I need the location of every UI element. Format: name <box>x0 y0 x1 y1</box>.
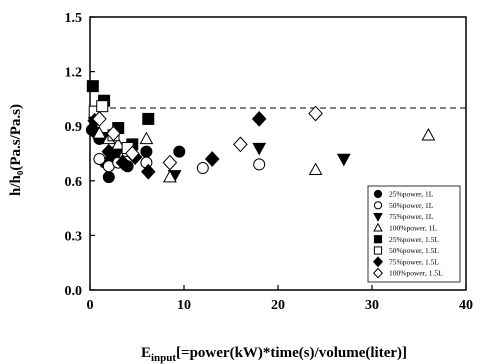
legend-label: 25%power, 1L <box>389 190 434 199</box>
series-7 <box>92 105 323 171</box>
legend-label: 50%power, 1L <box>389 201 434 210</box>
data-point <box>93 152 106 165</box>
legend-label: 50%power, 1.5L <box>389 246 439 255</box>
y-tick-label: 0.6 <box>65 175 83 190</box>
data-point <box>125 145 140 162</box>
data-point <box>96 100 109 113</box>
data-point <box>115 154 131 171</box>
data-point <box>142 112 155 125</box>
data-point <box>204 151 220 167</box>
data-point <box>162 154 178 171</box>
data-point <box>253 158 266 171</box>
y-axis-title: h/h₀(Pa.s/Pa.s) <box>8 104 24 196</box>
legend-marker <box>373 222 383 232</box>
legend-marker <box>373 235 383 244</box>
data-point <box>163 169 177 183</box>
data-point <box>106 125 121 142</box>
data-point <box>173 145 186 158</box>
data-point <box>86 80 99 93</box>
data-point <box>421 127 436 141</box>
y-tick-label: 1.2 <box>65 66 83 81</box>
x-tick-label: 40 <box>459 298 473 313</box>
data-point <box>139 131 154 145</box>
legend-marker <box>373 201 383 210</box>
legend-label: 100%power, 1.5L <box>389 269 443 278</box>
data-point <box>111 137 126 150</box>
y-tick-label: 0.9 <box>65 120 83 135</box>
legend-marker <box>372 256 384 268</box>
data-points <box>85 80 436 184</box>
legend-marker <box>373 213 383 222</box>
x-axis-title-main: E <box>141 345 151 361</box>
legend-marker <box>372 267 384 279</box>
legend-marker <box>373 189 383 199</box>
data-point <box>251 111 267 127</box>
x-axis-title-sub: input <box>151 352 176 364</box>
data-point <box>196 162 209 175</box>
data-point <box>336 153 351 167</box>
legend-label: 100%power, 1L <box>389 224 437 233</box>
x-tick-label: 20 <box>271 298 285 313</box>
x-axis-title: Einput[=power(kW)*time(s)/volume(liter)] <box>141 345 407 364</box>
data-point <box>101 143 117 160</box>
y-tick-label: 0.0 <box>65 284 83 299</box>
data-point <box>252 142 267 156</box>
legend-box <box>367 185 461 283</box>
data-point <box>102 171 115 184</box>
legend: 25%power, 1L 50%power, 1L 75%power, 1L 100%… <box>367 185 461 283</box>
x-tick-label: 10 <box>177 298 191 313</box>
tick-labels: 0 10 20 30 40 0.0 0.3 0.6 0.9 1.2 1.5 <box>65 11 474 313</box>
data-point <box>308 105 323 122</box>
x-tick-label: 30 <box>365 298 379 313</box>
data-point <box>140 145 153 158</box>
y-tick-label: 0.3 <box>65 229 83 244</box>
legend-label: 75%power, 1L <box>389 212 434 221</box>
data-point <box>92 126 107 139</box>
data-point <box>308 162 323 176</box>
legend-marker <box>373 246 383 255</box>
data-point <box>233 136 248 153</box>
x-axis-title-rest: [=power(kW)*time(s)/volume(liter)] <box>176 345 407 361</box>
legend-label: 25%power, 1.5L <box>389 235 439 244</box>
data-point <box>92 111 107 127</box>
x-tick-label: 0 <box>87 298 94 313</box>
data-point <box>140 163 156 180</box>
legend-label: 75%power, 1.5L <box>389 257 439 266</box>
y-tick-label: 1.5 <box>65 11 83 26</box>
